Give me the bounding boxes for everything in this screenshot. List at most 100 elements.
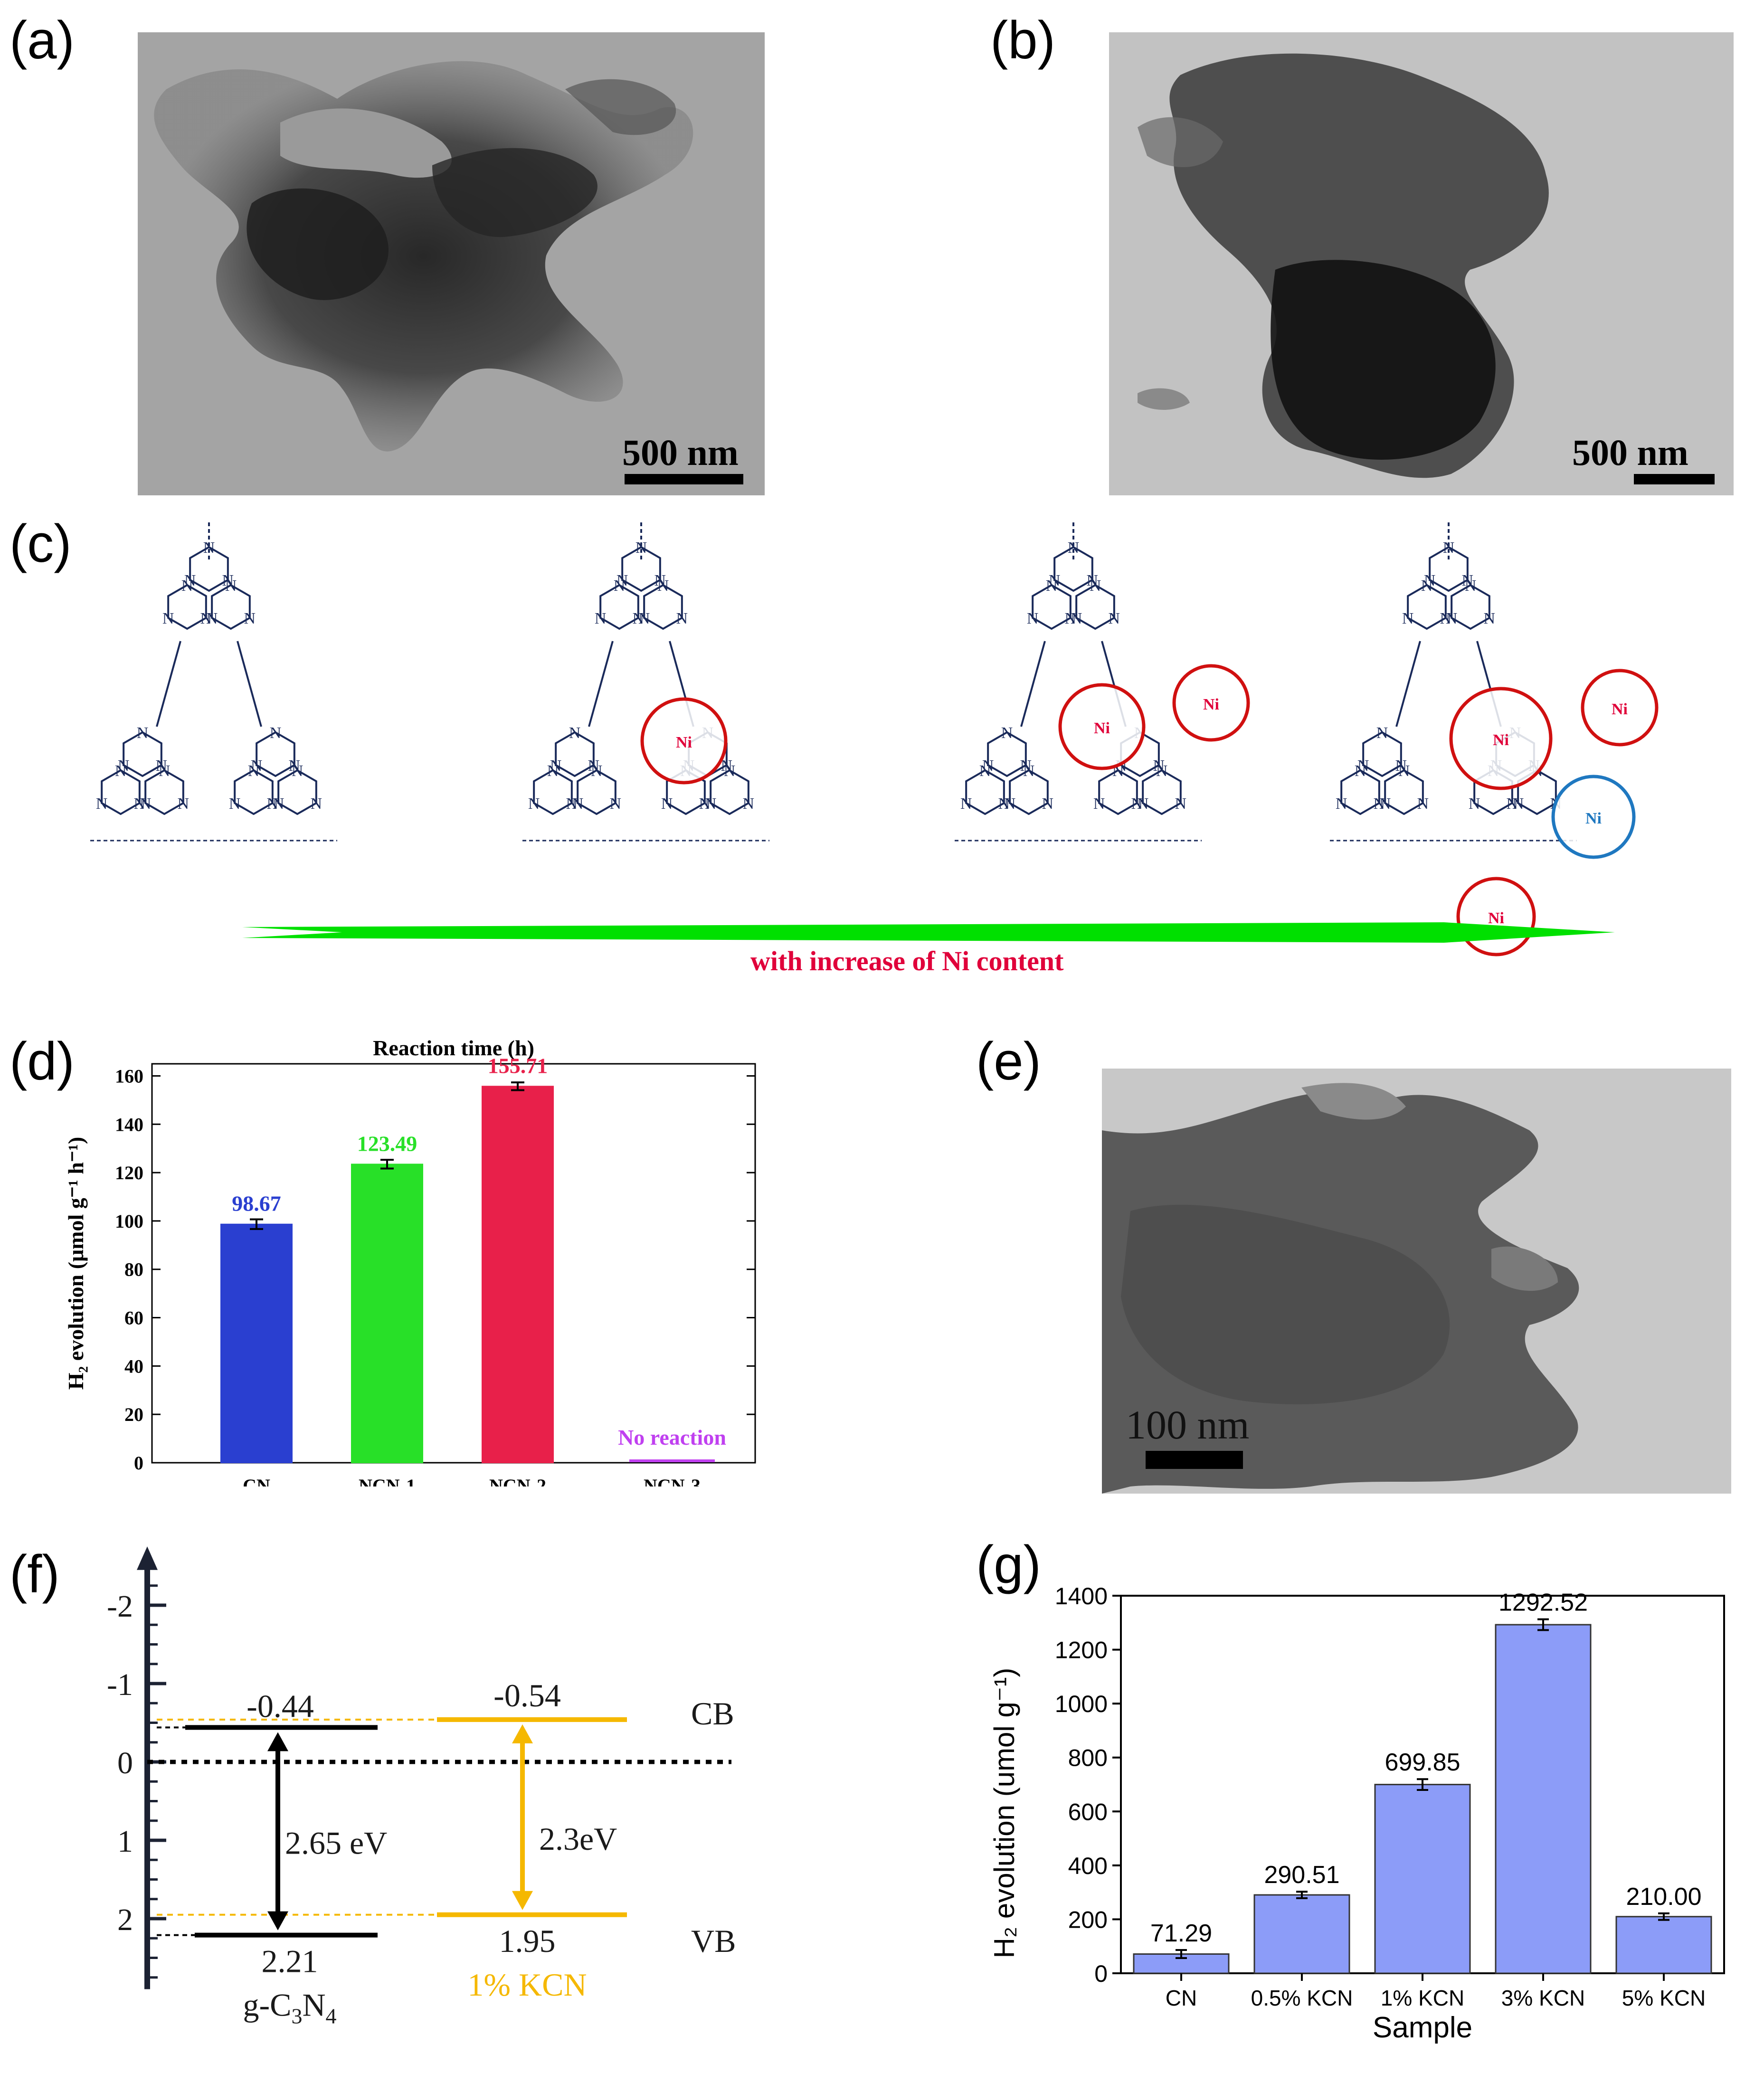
ring-bond <box>123 731 162 777</box>
y-tick-label: 800 <box>1068 1745 1108 1771</box>
band-diagram-f: -2 -1 0 1 2 2.65 eV 2.3eV -0.44 -0.54 2.21 1.95 g-C… <box>0 1543 807 2066</box>
y-tick-label: 1400 <box>1055 1583 1108 1609</box>
bar <box>1615 1916 1712 1974</box>
x-tick-label: NCN-3 <box>644 1475 701 1486</box>
bridge-bond <box>588 641 614 727</box>
atom-n: N <box>676 610 688 627</box>
ring-bond <box>1032 584 1072 630</box>
atom-n: N <box>1137 795 1149 813</box>
atom-n: N <box>1090 577 1101 595</box>
atom-n: N <box>572 795 584 813</box>
atom-n: N <box>1398 762 1410 780</box>
ni-content-caption: with increase of Ni content <box>750 946 1064 976</box>
x-tick-label: NCN-1 <box>359 1475 416 1486</box>
x-tick-label: CN <box>243 1475 270 1486</box>
bar <box>1374 1784 1471 1974</box>
y-tick-label: 0 <box>134 1452 143 1474</box>
x-tick-label: 1% KCN <box>1381 1986 1464 2010</box>
y-tick-label: 40 <box>124 1355 143 1377</box>
x-tick-label: 5% KCN <box>1622 1986 1706 2010</box>
atom-n: N <box>311 795 322 813</box>
ring-bond <box>1098 769 1138 815</box>
ring-bond <box>1384 769 1424 815</box>
atom-n: N <box>181 577 193 595</box>
atom-n: N <box>1421 577 1433 595</box>
atom-n: N <box>1446 610 1458 627</box>
atom-n: N <box>1068 539 1080 557</box>
ni-site-circle <box>1449 687 1553 790</box>
atom-ni: Ni <box>676 734 692 751</box>
atom-n: N <box>1376 724 1388 742</box>
atom-n: N <box>134 795 146 813</box>
plot-frame <box>151 1063 756 1464</box>
atom-n: N <box>1093 795 1105 813</box>
atom-n: N <box>140 795 152 813</box>
ring-bond <box>577 769 616 815</box>
ring-bond <box>965 769 1005 815</box>
gap-label-gcn: 2.65 eV <box>285 1825 387 1861</box>
scalebar-label-b: 500 nm <box>1572 432 1688 473</box>
cb-value-kcn: -0.54 <box>493 1677 561 1713</box>
panel-label-a: (a) <box>9 10 75 70</box>
ring-bond <box>167 584 207 630</box>
data-label: 155.71 <box>488 1053 548 1078</box>
scalebar-b <box>1634 474 1715 484</box>
atom-n: N <box>267 795 279 813</box>
atom-n: N <box>1004 795 1016 813</box>
data-label: 71.29 <box>1150 1920 1212 1947</box>
atom-n: N <box>1512 795 1524 813</box>
atom-n: N <box>248 762 260 780</box>
ring-bond <box>666 769 706 815</box>
atom-n: N <box>244 610 256 627</box>
atom-n: N <box>1374 795 1385 813</box>
chart-title: Reaction time (h) <box>373 1036 534 1060</box>
atom-ni: Ni <box>1488 909 1504 927</box>
atom-n: N <box>1507 795 1518 813</box>
ring-bond <box>256 731 295 777</box>
atom-n: N <box>1402 610 1414 627</box>
ring-bond <box>144 769 184 815</box>
green-arrow <box>242 922 1615 943</box>
atom-n: N <box>1355 762 1366 780</box>
atom-ni: Ni <box>1203 696 1219 713</box>
y-axis-label: H₂ evolution (μmol g⁻¹ h⁻¹) <box>64 1137 88 1390</box>
axis-tick-label: 2 <box>117 1903 133 1937</box>
atom-n: N <box>1484 610 1496 627</box>
atom-n: N <box>159 762 171 780</box>
atom-n: N <box>206 610 218 627</box>
atom-ni: Ni <box>1612 700 1628 718</box>
scalebar-e <box>1146 1451 1243 1469</box>
ni-site-circle <box>640 697 728 785</box>
vb-value-gcn: 2.21 <box>262 1943 318 1979</box>
atom-n: N <box>1443 539 1455 557</box>
panel-label-f: (f) <box>9 1544 60 1604</box>
atom-n: N <box>225 577 237 595</box>
gap-arrow-kcn-head <box>512 1724 533 1743</box>
bar <box>220 1223 293 1463</box>
gap-arrow-gcn-head <box>267 1732 288 1751</box>
bridge-bond <box>1395 641 1421 727</box>
chart-g: 0 200 400 600 800 1000 1200 1400 H₂ evolution (u… <box>969 1581 1764 2071</box>
ring-bond <box>987 731 1027 777</box>
ring-bond <box>643 584 683 630</box>
atom-n: N <box>960 795 972 813</box>
y-tick-label: 200 <box>1068 1906 1108 1933</box>
ring-bond <box>101 769 141 815</box>
y-tick-label: 20 <box>124 1404 143 1425</box>
data-label: 290.51 <box>1264 1861 1339 1889</box>
y-tick-label: 60 <box>124 1307 143 1329</box>
x-tick-label: CN <box>1166 1986 1197 2010</box>
y-tick-label: 160 <box>115 1065 143 1087</box>
gap-arrow-gcn-head <box>267 1911 288 1931</box>
data-label: 98.67 <box>232 1192 281 1216</box>
ni-site-circle <box>1058 683 1146 770</box>
chart-d: Reaction time (h) 0 20 40 60 80 100 120 140 160 H₂… <box>0 1031 807 1496</box>
x-tick-label: NCN-2 <box>489 1475 546 1486</box>
bar <box>1495 1624 1592 1974</box>
atom-n: N <box>203 539 215 557</box>
atom-n: N <box>1465 577 1477 595</box>
atom-n: N <box>743 795 755 813</box>
